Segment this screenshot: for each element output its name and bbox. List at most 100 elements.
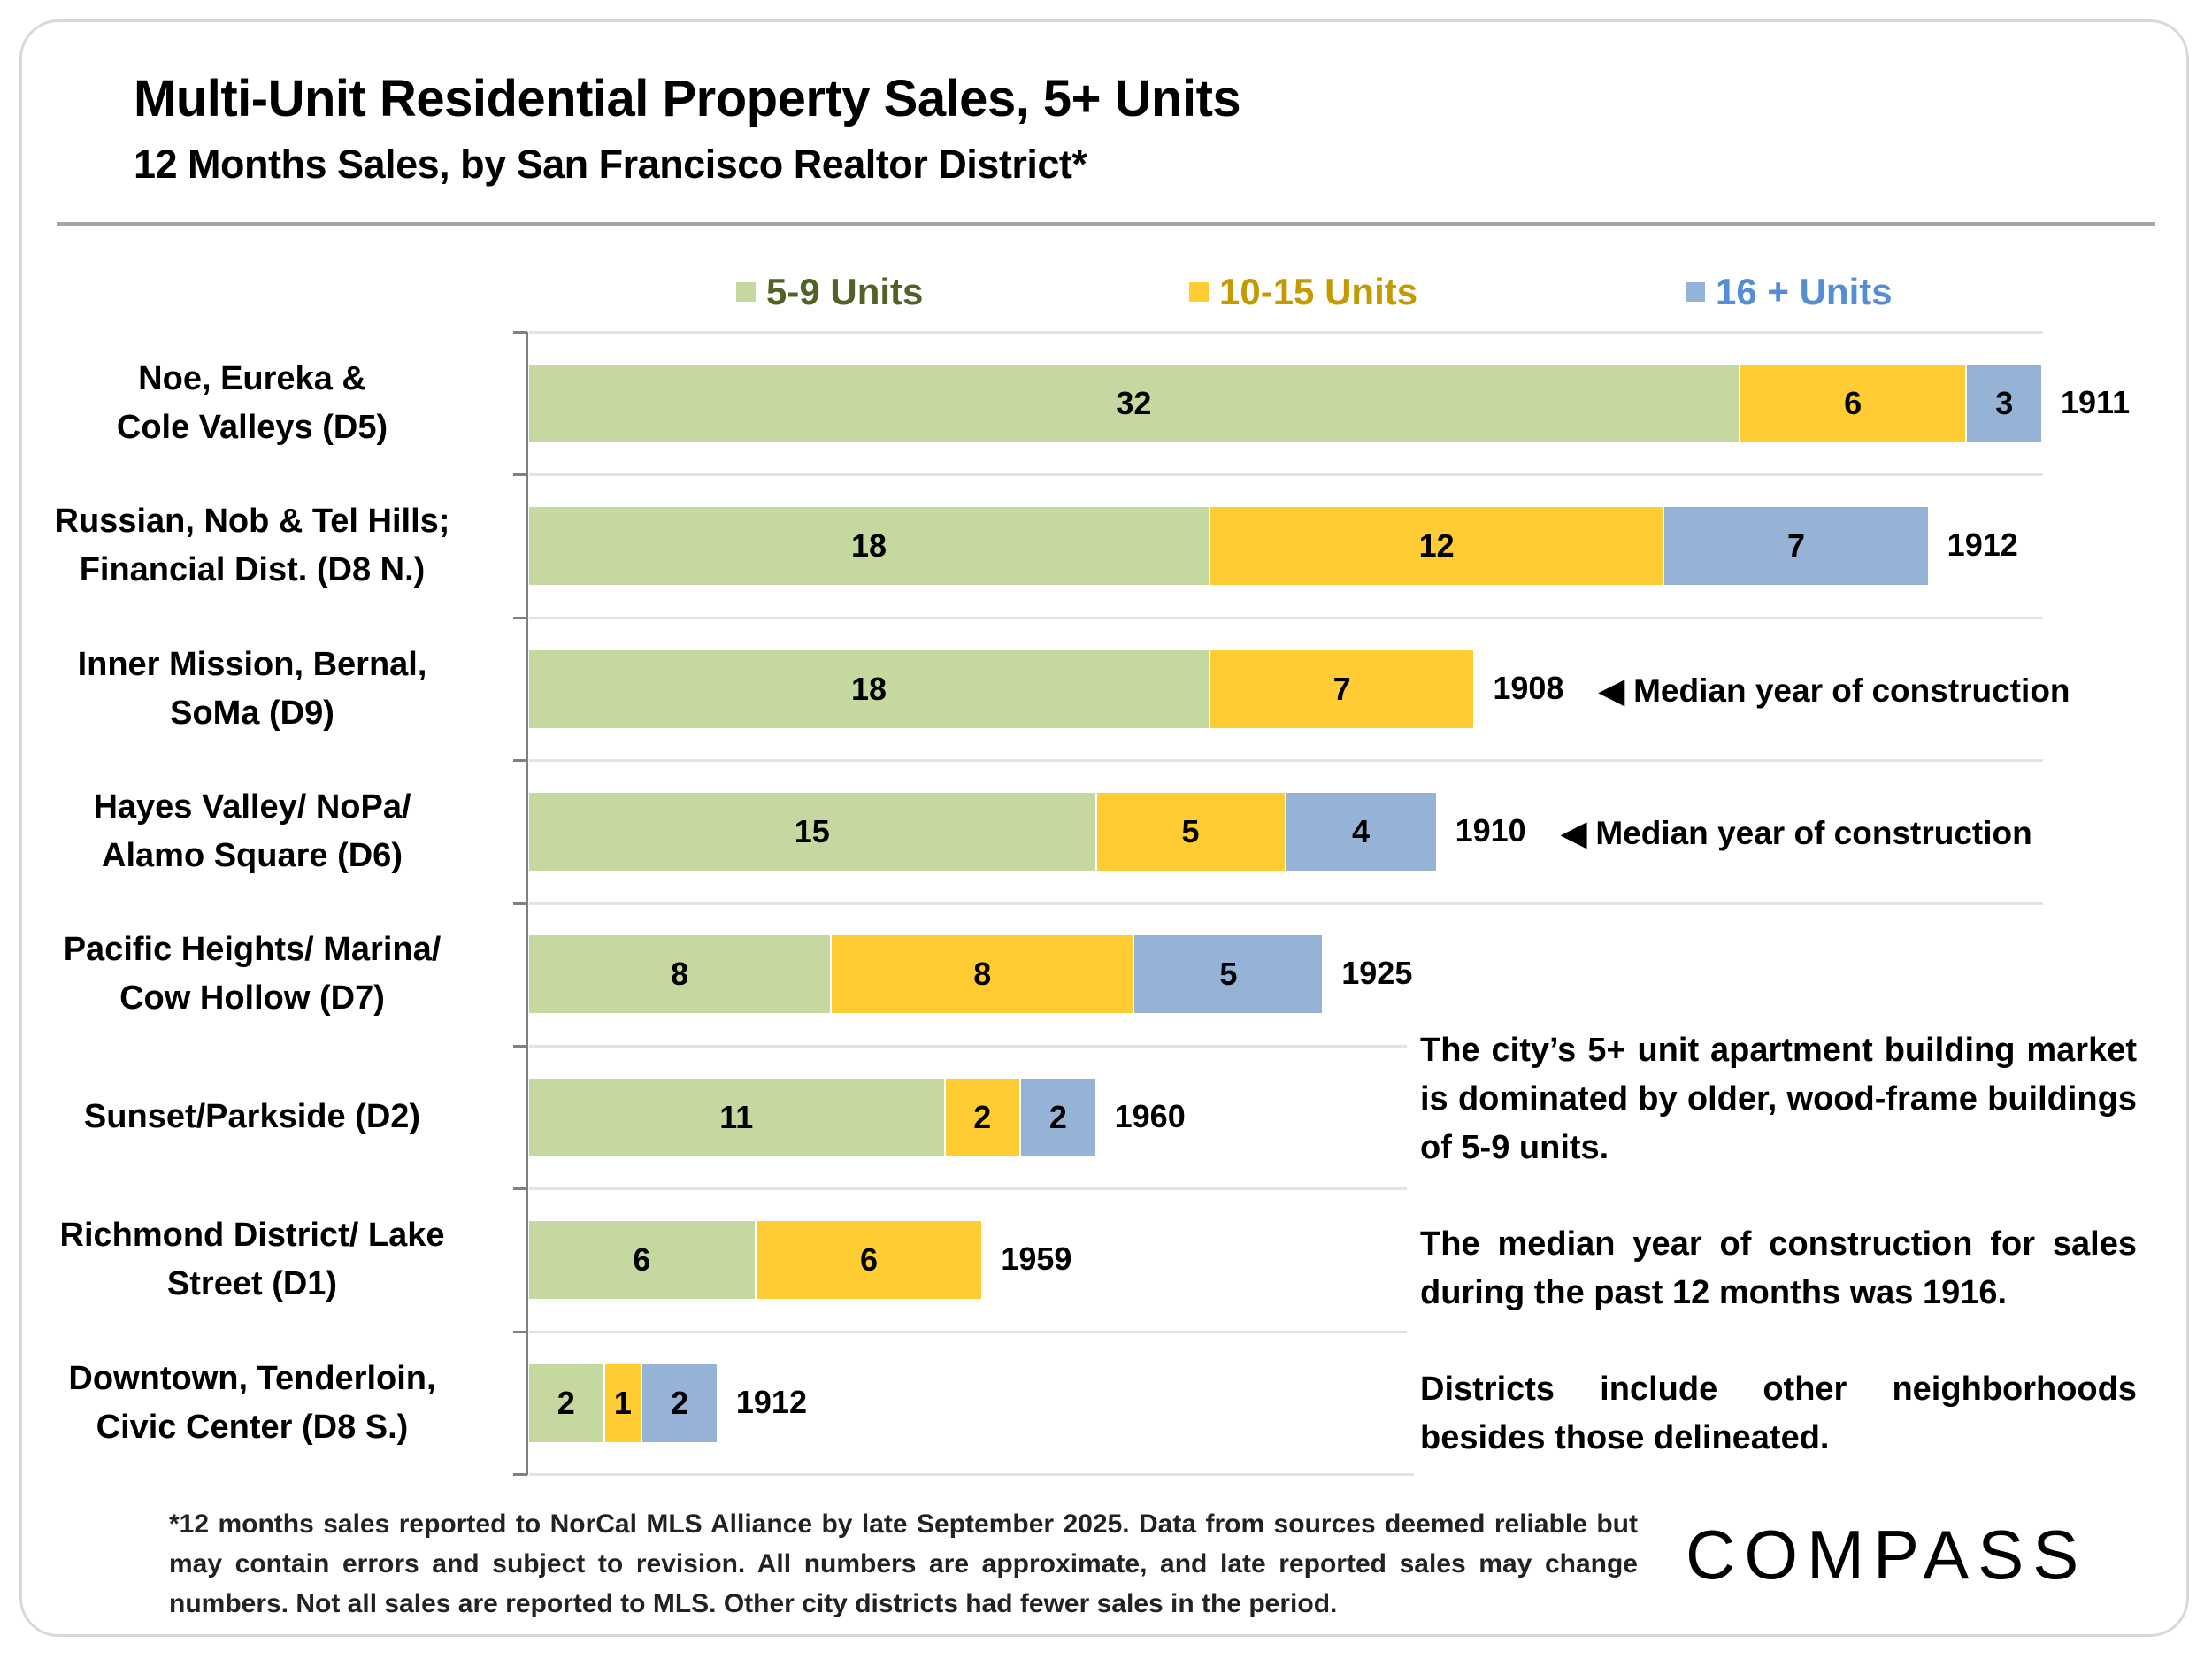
category-label-line: Sunset/Parkside (D2) bbox=[83, 1098, 421, 1136]
category-separator bbox=[529, 1330, 1414, 1333]
bar-10-15-units: 6 bbox=[1740, 364, 1968, 442]
bar-5-9-units: 15 bbox=[529, 792, 1097, 871]
compass-logo: COMPASS bbox=[1686, 1516, 2088, 1594]
category-separator bbox=[529, 1473, 1414, 1477]
bar-16-units: 7 bbox=[1664, 507, 1930, 586]
category-label: Hayes Valley/ NoPa/Alamo Square (D6) bbox=[13, 783, 491, 880]
median-year-label: 1959 bbox=[1001, 1240, 1072, 1278]
commentary-box: The city’s 5+ unit apartment building ma… bbox=[1407, 1018, 2137, 1463]
median-year-label: 1912 bbox=[735, 1383, 807, 1420]
bar-value-label: 5 bbox=[1181, 812, 1200, 849]
bar-5-9-units: 6 bbox=[529, 1221, 757, 1300]
legend-item-1: 5-9 Units bbox=[736, 271, 923, 313]
legend-item-2: 10-15 Units bbox=[1189, 271, 1417, 313]
median-year-label: 1912 bbox=[1947, 526, 2018, 564]
bar-value-label: 1 bbox=[613, 1384, 632, 1421]
bar-value-label: 3 bbox=[1995, 384, 2014, 421]
category-label-line: Downtown, Tenderloin, bbox=[68, 1359, 436, 1397]
title-divider bbox=[57, 222, 2155, 226]
y-axis-tick bbox=[513, 902, 527, 905]
category-label: Noe, Eureka & Cole Valleys (D5) bbox=[13, 355, 491, 452]
commentary-1: The city’s 5+ unit apartment building ma… bbox=[1420, 1032, 2137, 1166]
bar-value-label: 6 bbox=[1844, 384, 1863, 421]
category-label-line: Pacific Heights/ Marina/ bbox=[63, 931, 442, 969]
y-axis-tick bbox=[513, 473, 527, 477]
bar-5-9-units: 2 bbox=[529, 1363, 605, 1442]
median-year-annotation: ◀ Median year of construction bbox=[1599, 672, 2070, 709]
bar-16-units: 3 bbox=[1967, 364, 2043, 442]
bar-value-label: 18 bbox=[850, 527, 887, 565]
legend-label: 10-15 Units bbox=[1219, 271, 1418, 312]
bar-5-9-units: 18 bbox=[529, 649, 1210, 728]
y-axis-tick bbox=[513, 331, 527, 334]
category-separator bbox=[529, 902, 2043, 905]
category-label: Downtown, Tenderloin, Civic Center (D8 S.… bbox=[13, 1355, 491, 1452]
bar-10-15-units: 7 bbox=[1210, 649, 1476, 728]
footnote: *12 months sales reported to NorCal MLS … bbox=[169, 1509, 1638, 1618]
y-axis-tick bbox=[513, 1330, 527, 1333]
bar-10-15-units: 12 bbox=[1210, 507, 1665, 586]
bar-value-label: 15 bbox=[794, 812, 830, 849]
bar-10-15-units: 1 bbox=[604, 1363, 643, 1442]
chart-card bbox=[19, 19, 2189, 1637]
category-separator bbox=[529, 759, 2043, 763]
category-label-line: Alamo Square (D6) bbox=[102, 836, 403, 874]
category-label: Richmond District/ Lake Street (D1) bbox=[13, 1211, 491, 1309]
y-axis-tick bbox=[513, 1045, 527, 1048]
bar-value-label: 8 bbox=[671, 956, 689, 993]
bar-16-units: 2 bbox=[1021, 1078, 1097, 1156]
bar-value-label: 2 bbox=[557, 1384, 575, 1421]
y-axis-tick bbox=[513, 616, 527, 619]
bar-5-9-units: 8 bbox=[529, 935, 833, 1014]
category-label: Sunset/Parkside (D2) bbox=[13, 1093, 491, 1141]
chart-title: Multi-Unit Residential Property Sales, 5… bbox=[134, 70, 1241, 127]
category-label-line: Cow Hollow (D7) bbox=[119, 979, 385, 1018]
legend-label: 16 + Units bbox=[1716, 271, 1893, 312]
category-label-line: Hayes Valley/ NoPa/ bbox=[93, 787, 411, 826]
bar-value-label: 4 bbox=[1352, 812, 1371, 849]
legend-swatch bbox=[736, 282, 756, 302]
category-separator bbox=[529, 1045, 1414, 1048]
category-label-line: Richmond District/ Lake bbox=[59, 1217, 445, 1255]
category-label-line: Cole Valleys (D5) bbox=[116, 408, 388, 446]
y-axis-line bbox=[526, 332, 528, 1475]
y-axis-tick bbox=[513, 759, 527, 763]
median-year-label: 1908 bbox=[1493, 669, 1564, 706]
median-year-label: 1910 bbox=[1455, 811, 1526, 849]
legend-label: 5-9 Units bbox=[766, 271, 924, 312]
bar-value-label: 2 bbox=[671, 1384, 689, 1421]
category-label-line: SoMa (D9) bbox=[170, 694, 334, 732]
bar-value-label: 5 bbox=[1219, 956, 1238, 993]
bar-10-15-units: 6 bbox=[756, 1221, 984, 1300]
legend-swatch bbox=[1189, 282, 1209, 302]
median-year-label: 1911 bbox=[2061, 383, 2131, 420]
category-label-line: Civic Center (D8 S.) bbox=[96, 1408, 409, 1446]
legend-item-3: 16 + Units bbox=[1686, 271, 1893, 313]
commentary-3: Districts include other neighborhoods be… bbox=[1420, 1371, 2137, 1456]
category-label: Russian, Nob & Tel Hills; Financial Dist.… bbox=[13, 497, 491, 595]
category-label-line: Street (D1) bbox=[166, 1265, 338, 1303]
category-label-line: Russian, Nob & Tel Hills; bbox=[54, 503, 450, 541]
median-year-label: 1925 bbox=[1341, 955, 1413, 992]
category-separator bbox=[529, 1187, 1414, 1191]
category-separator bbox=[529, 331, 2043, 334]
category-label-line: Noe, Eureka & bbox=[138, 359, 366, 397]
bar-value-label: 6 bbox=[633, 1241, 651, 1279]
bar-value-label: 7 bbox=[1333, 670, 1351, 707]
commentary-2: The median year of construction for sale… bbox=[1420, 1225, 2137, 1311]
bar-value-label: 6 bbox=[859, 1241, 878, 1279]
category-label-line: Financial Dist. (D8 N.) bbox=[79, 551, 426, 589]
chart-subtitle: 12 Months Sales, by San Francisco Realto… bbox=[134, 142, 1087, 187]
bar-value-label: 2 bbox=[1048, 1098, 1067, 1135]
bar-10-15-units: 2 bbox=[945, 1078, 1022, 1156]
category-label: Pacific Heights/ Marina/Cow Hollow (D7) bbox=[13, 926, 491, 1023]
bar-value-label: 18 bbox=[850, 670, 887, 707]
bar-value-label: 2 bbox=[973, 1098, 992, 1135]
bar-10-15-units: 8 bbox=[832, 935, 1135, 1014]
bar-5-9-units: 11 bbox=[529, 1078, 946, 1156]
median-year-annotation: ◀ Median year of construction bbox=[1561, 814, 2032, 851]
bar-16-units: 5 bbox=[1134, 935, 1325, 1014]
median-year-label: 1960 bbox=[1114, 1097, 1186, 1134]
y-axis-tick bbox=[513, 1187, 527, 1191]
category-label: Inner Mission, Bernal, SoMa (D9) bbox=[13, 641, 491, 738]
